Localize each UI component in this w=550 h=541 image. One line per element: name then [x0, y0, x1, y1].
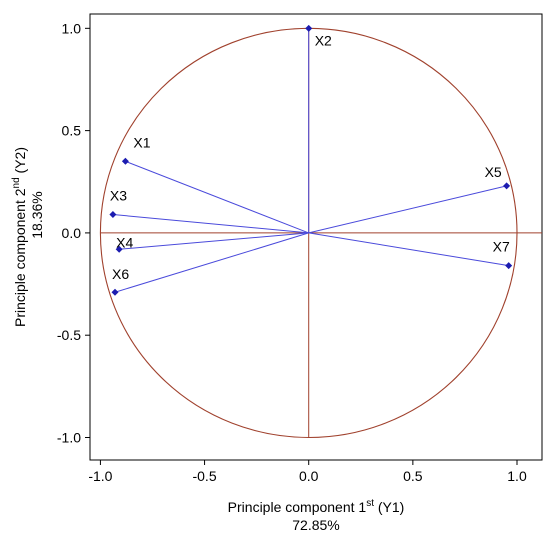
ticks-layer: -1.0 -0.5 0.0 0.5 1.0 -1.0 -0.5 0.0 0.5 1.0	[57, 20, 527, 484]
loading-vectors-layer: X1 X2 X3 X4 X5 X6 X7	[109, 24, 513, 296]
point-marker-x5	[503, 182, 511, 190]
point-marker-x7	[505, 262, 513, 270]
vector-x6	[114, 232, 309, 293]
x-axis-label-main: Principle component 1	[228, 499, 367, 515]
x-tick-label: -0.5	[192, 468, 216, 484]
x-tick-label: 1.0	[507, 468, 527, 484]
x-axis-label-suffix: (Y1)	[374, 499, 404, 515]
y-axis-label-sup: nd	[11, 177, 22, 188]
point-label-x2: X2	[315, 32, 332, 48]
y-axis-variance: 18.36%	[29, 191, 45, 238]
y-axis-label: Principle component 2nd (Y2)	[11, 147, 28, 327]
vector-x7	[308, 232, 509, 267]
x-tick-label: 0.5	[403, 468, 423, 484]
x-axis-label-sup: st	[366, 498, 374, 509]
point-marker-x1	[121, 157, 129, 165]
y-axis-label-main: Principle component 2	[12, 188, 28, 327]
x-axis-variance: 72.85%	[292, 517, 339, 533]
point-marker-x2	[305, 24, 313, 32]
y-tick-label: 1.0	[62, 20, 82, 36]
vector-x5	[308, 185, 507, 234]
y-tick-label: -0.5	[57, 327, 81, 343]
y-tick-label: 0.5	[62, 123, 82, 139]
x-tick-label: -1.0	[88, 468, 112, 484]
point-marker-x4	[115, 245, 123, 253]
zero-axes-layer	[100, 28, 542, 438]
point-marker-x6	[111, 288, 119, 296]
x-tick-label: 0.0	[299, 468, 319, 484]
point-label-x6: X6	[112, 266, 129, 282]
point-label-x5: X5	[485, 164, 502, 180]
vector-x3	[112, 213, 309, 234]
plot-frame	[89, 13, 543, 461]
x-axis-label: Principle component 1st (Y1)	[228, 498, 405, 515]
point-label-x3: X3	[110, 187, 127, 203]
point-label-x1: X1	[133, 134, 150, 150]
point-label-x7: X7	[493, 239, 510, 255]
y-tick-label: -1.0	[57, 429, 81, 445]
point-marker-x3	[109, 210, 117, 218]
y-tick-label: 0.0	[62, 225, 82, 241]
y-axis-label-suffix: (Y2)	[12, 147, 28, 177]
vector-x4	[119, 232, 309, 250]
vector-x1	[125, 160, 309, 234]
point-label-x4: X4	[116, 234, 133, 250]
